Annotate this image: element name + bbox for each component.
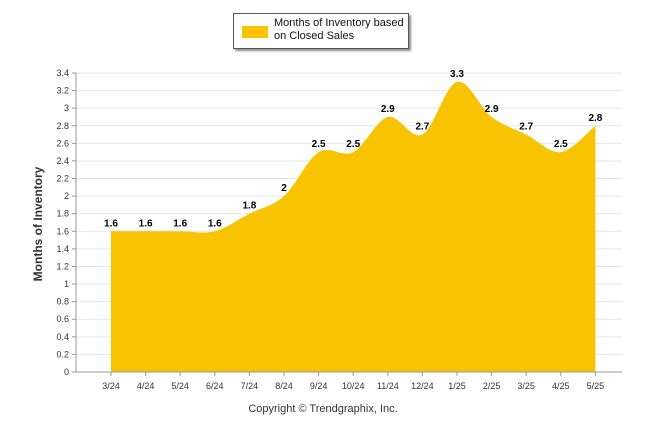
data-label: 2.8 (588, 113, 602, 124)
legend-label: Months of Inventory based on Closed Sale… (274, 17, 404, 42)
data-label: 2.7 (519, 122, 533, 133)
y-tick-label: 1.8 (56, 209, 69, 219)
y-axis-title: Months of Inventory (31, 166, 45, 281)
x-tick-label: 4/25 (552, 381, 570, 391)
x-tick-label: 9/24 (310, 381, 328, 391)
data-label: 2.9 (485, 104, 499, 115)
data-label: 1.8 (242, 201, 256, 212)
area-series (111, 81, 596, 373)
y-tick-label: 2 (64, 191, 69, 201)
x-tick-label: 6/24 (206, 381, 224, 391)
legend: Months of Inventory based on Closed Sale… (233, 13, 409, 49)
y-tick-label: 0.8 (56, 297, 69, 307)
x-tick-label: 3/25 (517, 381, 535, 391)
y-tick-label: 0.4 (56, 332, 69, 342)
y-tick-label: 3 (64, 103, 69, 113)
y-tick-label: 2.8 (56, 121, 69, 131)
copyright-text: Copyright © Trendgraphix, Inc. (248, 403, 398, 415)
x-tick-label: 12/24 (411, 381, 434, 391)
x-axis-ticks: 3/24 4/24 5/24 6/24 7/24 8/24 9/24 10/24 11/24 12… (102, 372, 604, 391)
y-tick-label: 0.6 (56, 314, 69, 324)
x-tick-label: 8/24 (275, 381, 293, 391)
y-tick-label: 2.2 (56, 174, 69, 184)
y-tick-label: 2.6 (56, 138, 69, 148)
data-label: 1.6 (104, 218, 118, 229)
y-axis-ticks: 0 0.2 0.4 0.6 0.8 1 1.2 1.4 1.6 1.8 2 2.2 2.4 2.6 2.8 3… (56, 68, 76, 377)
x-tick-label: 7/24 (241, 381, 259, 391)
data-label: 2.7 (415, 122, 429, 133)
data-label: 2.5 (554, 139, 568, 150)
data-label: 2.9 (381, 104, 395, 115)
y-tick-label: 2.4 (56, 156, 69, 166)
data-label: 2.5 (312, 139, 326, 150)
y-tick-label: 3.2 (56, 86, 69, 96)
y-tick-label: 3.4 (56, 68, 69, 78)
x-tick-label: 11/24 (377, 381, 399, 391)
legend-swatch (242, 26, 268, 38)
x-tick-label: 10/24 (342, 381, 365, 391)
data-label: 1.6 (173, 218, 187, 229)
data-label: 2 (281, 183, 287, 194)
y-tick-label: 1 (64, 279, 69, 289)
x-tick-label: 5/25 (587, 381, 605, 391)
axes (75, 73, 622, 373)
data-label: 1.6 (208, 218, 222, 229)
x-tick-label: 2/25 (483, 381, 501, 391)
data-label: 3.3 (450, 69, 464, 80)
x-tick-label: 3/24 (102, 381, 120, 391)
data-labels: 1.6 1.6 1.6 1.6 1.8 2 2.5 2.5 2.9 2.7 3.3 2.9 2.7 2.5… (104, 69, 603, 229)
y-tick-label: 0 (64, 367, 69, 377)
x-tick-label: 1/25 (448, 381, 466, 391)
area-series-fill (111, 81, 596, 373)
x-tick-label: 4/24 (137, 381, 155, 391)
y-tick-label: 1.4 (56, 244, 69, 254)
x-tick-label: 5/24 (171, 381, 189, 391)
data-label: 1.6 (139, 218, 153, 229)
y-tick-label: 0.2 (56, 349, 69, 359)
y-tick-label: 1.2 (56, 261, 69, 271)
y-tick-label: 1.6 (56, 226, 69, 236)
data-label: 2.5 (346, 139, 360, 150)
